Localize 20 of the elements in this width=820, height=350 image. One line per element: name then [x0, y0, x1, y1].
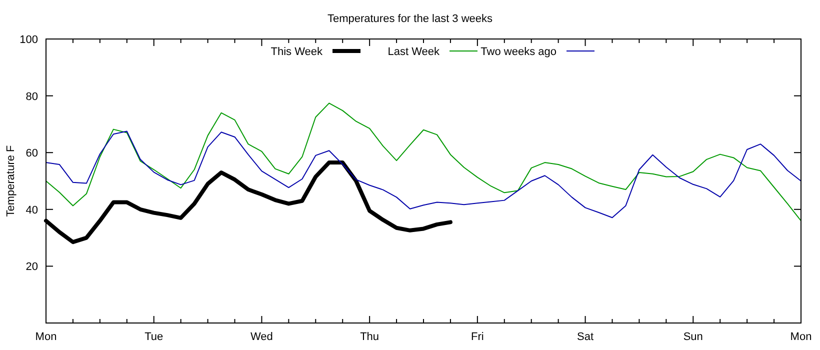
y-tick-label: 80 [26, 90, 38, 103]
x-tick-label: Wed [250, 331, 273, 343]
x-tick-label: Sun [683, 331, 703, 343]
chart-title: Temperatures for the last 3 weeks [327, 13, 494, 25]
y-tick-label: 40 [26, 204, 38, 216]
y-tick-label: 20 [26, 261, 38, 274]
x-tick-label: Thu [360, 331, 380, 343]
y-axis-title: Temperature F [5, 144, 17, 217]
legend-label: Last Week [388, 46, 440, 58]
y-tick-label: 100 [20, 34, 38, 46]
line-series [46, 102, 802, 222]
legend-label: This Week [270, 46, 323, 58]
y-tick-label: 60 [26, 148, 38, 160]
x-tick-label: Mon [35, 331, 57, 343]
x-tick-label: Mon [790, 331, 812, 343]
x-tick-label: Sat [577, 331, 594, 343]
line-series [46, 130, 802, 218]
x-tick-label: Tue [144, 331, 164, 343]
legend-label: Two weeks ago [480, 46, 556, 58]
x-tick-label: Fri [471, 331, 484, 343]
